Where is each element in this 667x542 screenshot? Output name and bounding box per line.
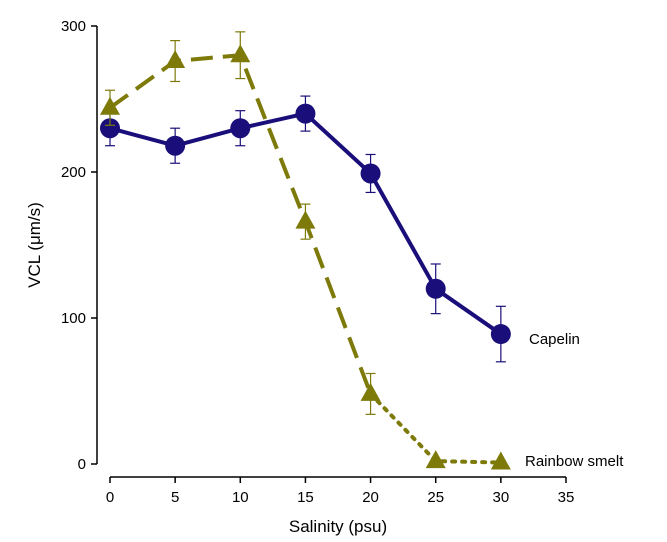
rainbow-smelt-marker bbox=[165, 50, 186, 69]
rainbow-smelt-marker bbox=[295, 210, 316, 229]
series-label-rainbow-smelt: Rainbow smelt bbox=[525, 453, 624, 470]
x-tick-label: 5 bbox=[171, 489, 179, 506]
capelin-marker bbox=[295, 103, 316, 124]
x-tick-label: 25 bbox=[427, 489, 444, 506]
x-ticks: 0 5 10 15 20 25 30 35 bbox=[106, 477, 575, 506]
x-tick-label: 20 bbox=[362, 489, 379, 506]
capelin-marker bbox=[490, 324, 511, 345]
capelin-marker bbox=[100, 118, 120, 139]
y-tick-label: 300 bbox=[61, 18, 86, 35]
y-axis-title: VCL (μm/s) bbox=[25, 202, 44, 288]
x-axis-title: Salinity (psu) bbox=[289, 517, 387, 536]
y-tick-label: 100 bbox=[61, 310, 86, 327]
rainbow-smelt-marker bbox=[490, 451, 511, 470]
y-ticks: 0 100 200 300 bbox=[61, 18, 97, 473]
series-capelin bbox=[100, 95, 511, 363]
y-tick-label: 0 bbox=[78, 456, 86, 473]
x-tick-label: 30 bbox=[493, 489, 510, 506]
rainbow-smelt-dashed-line bbox=[108, 53, 373, 395]
x-tick-label: 10 bbox=[232, 489, 249, 506]
x-tick-label: 35 bbox=[558, 489, 575, 506]
axes: 0 100 200 300 0 5 10 15 20 25 30 35 bbox=[61, 18, 574, 506]
rainbow-smelt-marker bbox=[425, 450, 446, 469]
series-rainbow-smelt bbox=[100, 31, 511, 470]
rainbow-smelt-marker bbox=[230, 44, 251, 63]
capelin-marker bbox=[230, 118, 251, 139]
y-tick-label: 200 bbox=[61, 164, 86, 181]
capelin-marker bbox=[425, 278, 446, 299]
x-tick-label: 0 bbox=[106, 489, 114, 506]
capelin-marker bbox=[360, 163, 381, 184]
rainbow-smelt-marker bbox=[100, 96, 120, 115]
plot-series bbox=[100, 31, 511, 470]
x-tick-label: 15 bbox=[297, 489, 314, 506]
series-label-capelin: Capelin bbox=[529, 331, 580, 348]
rainbow-smelt-marker bbox=[360, 382, 381, 401]
capelin-marker bbox=[165, 135, 186, 156]
